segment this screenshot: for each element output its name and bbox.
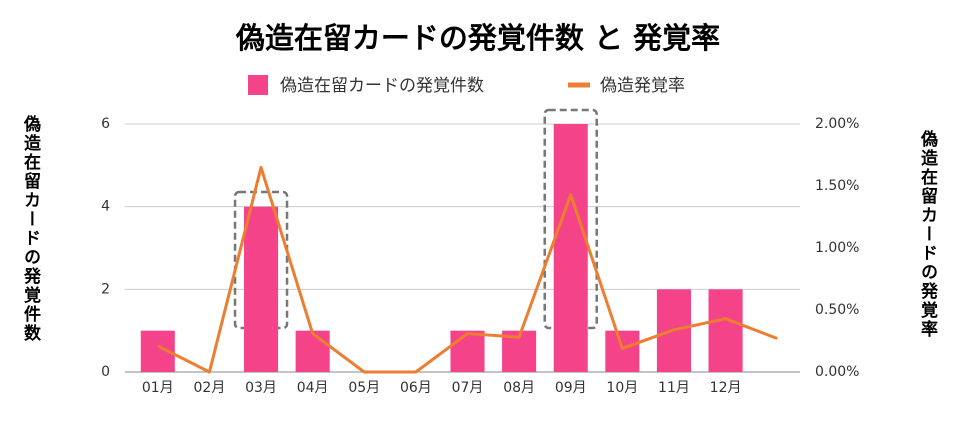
y-tick-label: 0 — [101, 364, 110, 380]
bar — [553, 124, 588, 372]
bar — [708, 289, 743, 372]
x-tick-label: 09月 — [555, 380, 587, 396]
bar — [295, 330, 330, 372]
x-tick-label: 10月 — [606, 380, 638, 396]
x-tick-label: 02月 — [194, 380, 226, 396]
x-tick-label: 04月 — [297, 380, 329, 396]
highlight-box — [233, 190, 289, 330]
x-tick-label: 07月 — [452, 380, 484, 396]
x-tick-label: 11月 — [658, 380, 690, 396]
x-tick-label: 01月 — [142, 380, 174, 396]
y2-axis-label: 偽造在留カードの発覚率 — [917, 129, 939, 339]
bar — [450, 330, 485, 372]
x-tick-label: 06月 — [400, 380, 432, 396]
x-tick-label: 08月 — [503, 380, 535, 396]
y2-tick-label: 2.00% — [815, 116, 859, 132]
x-tick-label: 03月 — [245, 380, 277, 396]
y-tick-label: 2 — [101, 281, 110, 297]
chart-title: 偽造在留カードの発覚件数 と 発覚率 — [235, 21, 720, 55]
legend-label: 偽造在留カードの発覚件数 — [280, 76, 484, 96]
x-tick-label: 12月 — [710, 380, 742, 396]
bar — [244, 206, 279, 372]
y-tick-label: 6 — [101, 116, 110, 132]
y2-tick-label: 0.00% — [815, 364, 859, 380]
legend-label: 偽造発覚率 — [600, 76, 685, 96]
y-tick-label: 4 — [101, 199, 110, 215]
bar — [605, 330, 640, 372]
x-tick-label: 05月 — [348, 380, 380, 396]
y2-tick-label: 0.50% — [815, 302, 859, 318]
y-axis-label: 偽造在留カードの発覚件数 — [20, 114, 42, 343]
y2-tick-label: 1.50% — [815, 178, 859, 194]
y2-tick-label: 1.00% — [815, 240, 859, 256]
legend-swatch — [248, 75, 268, 95]
line — [157, 165, 778, 374]
